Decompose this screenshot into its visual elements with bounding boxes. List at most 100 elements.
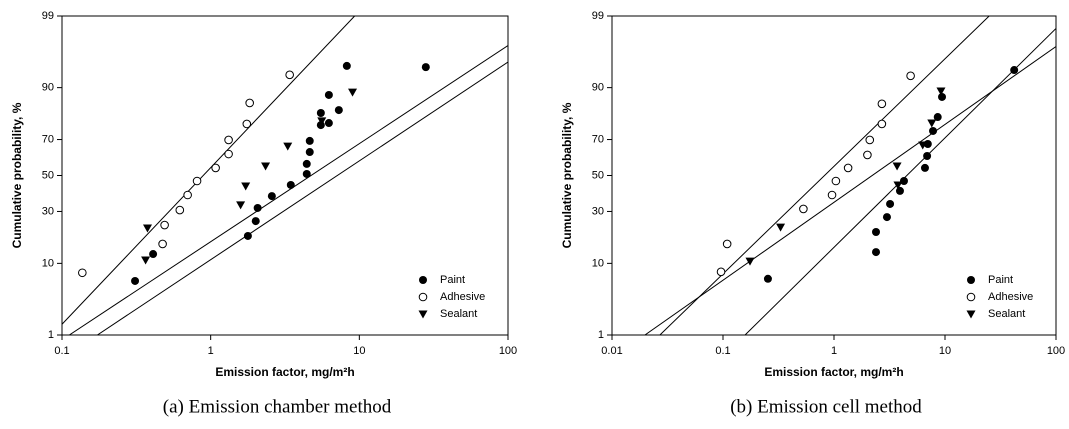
data-point bbox=[938, 92, 947, 101]
x-tick-label: 100 bbox=[499, 345, 517, 357]
x-axis-label: Emission factor, mg/m²h bbox=[215, 365, 354, 379]
plot-frame bbox=[611, 15, 1057, 336]
legend-label: Sealant bbox=[988, 308, 1025, 320]
data-point bbox=[843, 163, 853, 173]
x-tick-label: 0.1 bbox=[54, 345, 69, 357]
data-point bbox=[906, 71, 915, 81]
data-point bbox=[149, 250, 158, 259]
data-point bbox=[872, 227, 881, 236]
data-point bbox=[143, 224, 153, 233]
x-tick-label: 10 bbox=[353, 345, 365, 357]
data-point bbox=[305, 148, 314, 157]
data-point bbox=[251, 217, 260, 226]
y-tick-label: 10 bbox=[592, 257, 604, 269]
fit-line bbox=[62, 16, 356, 325]
fit-line bbox=[97, 61, 508, 335]
x-tick-label: 1 bbox=[831, 345, 837, 357]
data-point bbox=[936, 87, 946, 96]
y-tick-label: 50 bbox=[42, 169, 54, 181]
data-point bbox=[918, 141, 928, 150]
data-point bbox=[776, 223, 786, 232]
data-point bbox=[175, 205, 185, 215]
y-axis-label: Cumulative probability, % bbox=[10, 102, 24, 248]
legend-marker bbox=[967, 276, 975, 284]
data-point bbox=[158, 239, 167, 249]
legend-label: Paint bbox=[988, 274, 1013, 286]
x-tick-label: 1 bbox=[208, 345, 214, 357]
y-tick-label: 99 bbox=[592, 10, 604, 22]
data-point bbox=[317, 117, 327, 126]
y-tick-label: 90 bbox=[42, 82, 54, 94]
data-point bbox=[245, 98, 254, 108]
caption: (b) Emission cell method bbox=[730, 396, 922, 417]
y-tick-label: 30 bbox=[592, 205, 604, 217]
data-point bbox=[261, 162, 271, 171]
data-point bbox=[342, 61, 351, 70]
data-point bbox=[927, 119, 937, 128]
data-point bbox=[243, 231, 252, 240]
fit-line bbox=[659, 16, 990, 335]
legend-label: Paint bbox=[440, 274, 465, 286]
data-point bbox=[920, 163, 929, 172]
x-tick-label: 10 bbox=[939, 345, 951, 357]
plot-frame bbox=[61, 15, 509, 336]
data-point bbox=[863, 150, 872, 160]
data-point bbox=[892, 162, 902, 171]
fit-line bbox=[69, 45, 508, 335]
x-tick-label: 0.01 bbox=[601, 345, 622, 357]
data-point bbox=[895, 186, 904, 195]
data-point bbox=[183, 190, 192, 200]
data-point bbox=[285, 70, 294, 80]
data-point bbox=[160, 220, 169, 230]
x-tick-label: 0.1 bbox=[715, 345, 730, 357]
data-point bbox=[722, 239, 732, 249]
data-point bbox=[242, 119, 252, 129]
data-point bbox=[253, 203, 262, 212]
data-point bbox=[224, 135, 233, 145]
data-point bbox=[745, 257, 755, 266]
y-tick-label: 30 bbox=[42, 205, 54, 217]
legend-label: Adhesive bbox=[988, 291, 1033, 303]
legend-marker bbox=[418, 292, 428, 302]
data-point bbox=[241, 182, 251, 191]
data-point bbox=[877, 99, 887, 109]
y-tick-label: 90 bbox=[592, 82, 604, 94]
legend-marker bbox=[966, 292, 976, 302]
data-point bbox=[799, 204, 808, 214]
data-point bbox=[886, 199, 895, 208]
data-point bbox=[286, 180, 295, 189]
data-point bbox=[827, 190, 837, 200]
data-point bbox=[267, 192, 276, 201]
fit-line bbox=[644, 46, 1056, 335]
data-point bbox=[1010, 66, 1019, 75]
data-point bbox=[348, 88, 358, 97]
data-point bbox=[78, 268, 87, 278]
data-point bbox=[302, 169, 311, 178]
data-point bbox=[872, 248, 881, 257]
data-point bbox=[236, 201, 246, 210]
data-point bbox=[192, 176, 202, 186]
data-point bbox=[141, 256, 151, 265]
data-point bbox=[324, 119, 333, 128]
data-point bbox=[763, 274, 772, 283]
x-tick-label: 100 bbox=[1047, 345, 1065, 357]
y-tick-label: 70 bbox=[42, 133, 54, 145]
data-point bbox=[224, 149, 233, 159]
y-tick-label: 50 bbox=[592, 169, 604, 181]
data-point bbox=[831, 176, 841, 186]
y-tick-label: 10 bbox=[42, 257, 54, 269]
legend-label: Sealant bbox=[440, 308, 477, 320]
data-point bbox=[211, 163, 220, 173]
data-point bbox=[865, 135, 875, 145]
data-point bbox=[302, 159, 311, 168]
data-point bbox=[324, 90, 333, 99]
x-axis-label: Emission factor, mg/m²h bbox=[764, 365, 903, 379]
data-point bbox=[893, 181, 903, 190]
data-point bbox=[882, 213, 891, 222]
data-point bbox=[305, 136, 314, 145]
legend-marker bbox=[419, 276, 427, 284]
y-tick-label: 1 bbox=[598, 329, 604, 341]
data-point bbox=[899, 177, 908, 186]
